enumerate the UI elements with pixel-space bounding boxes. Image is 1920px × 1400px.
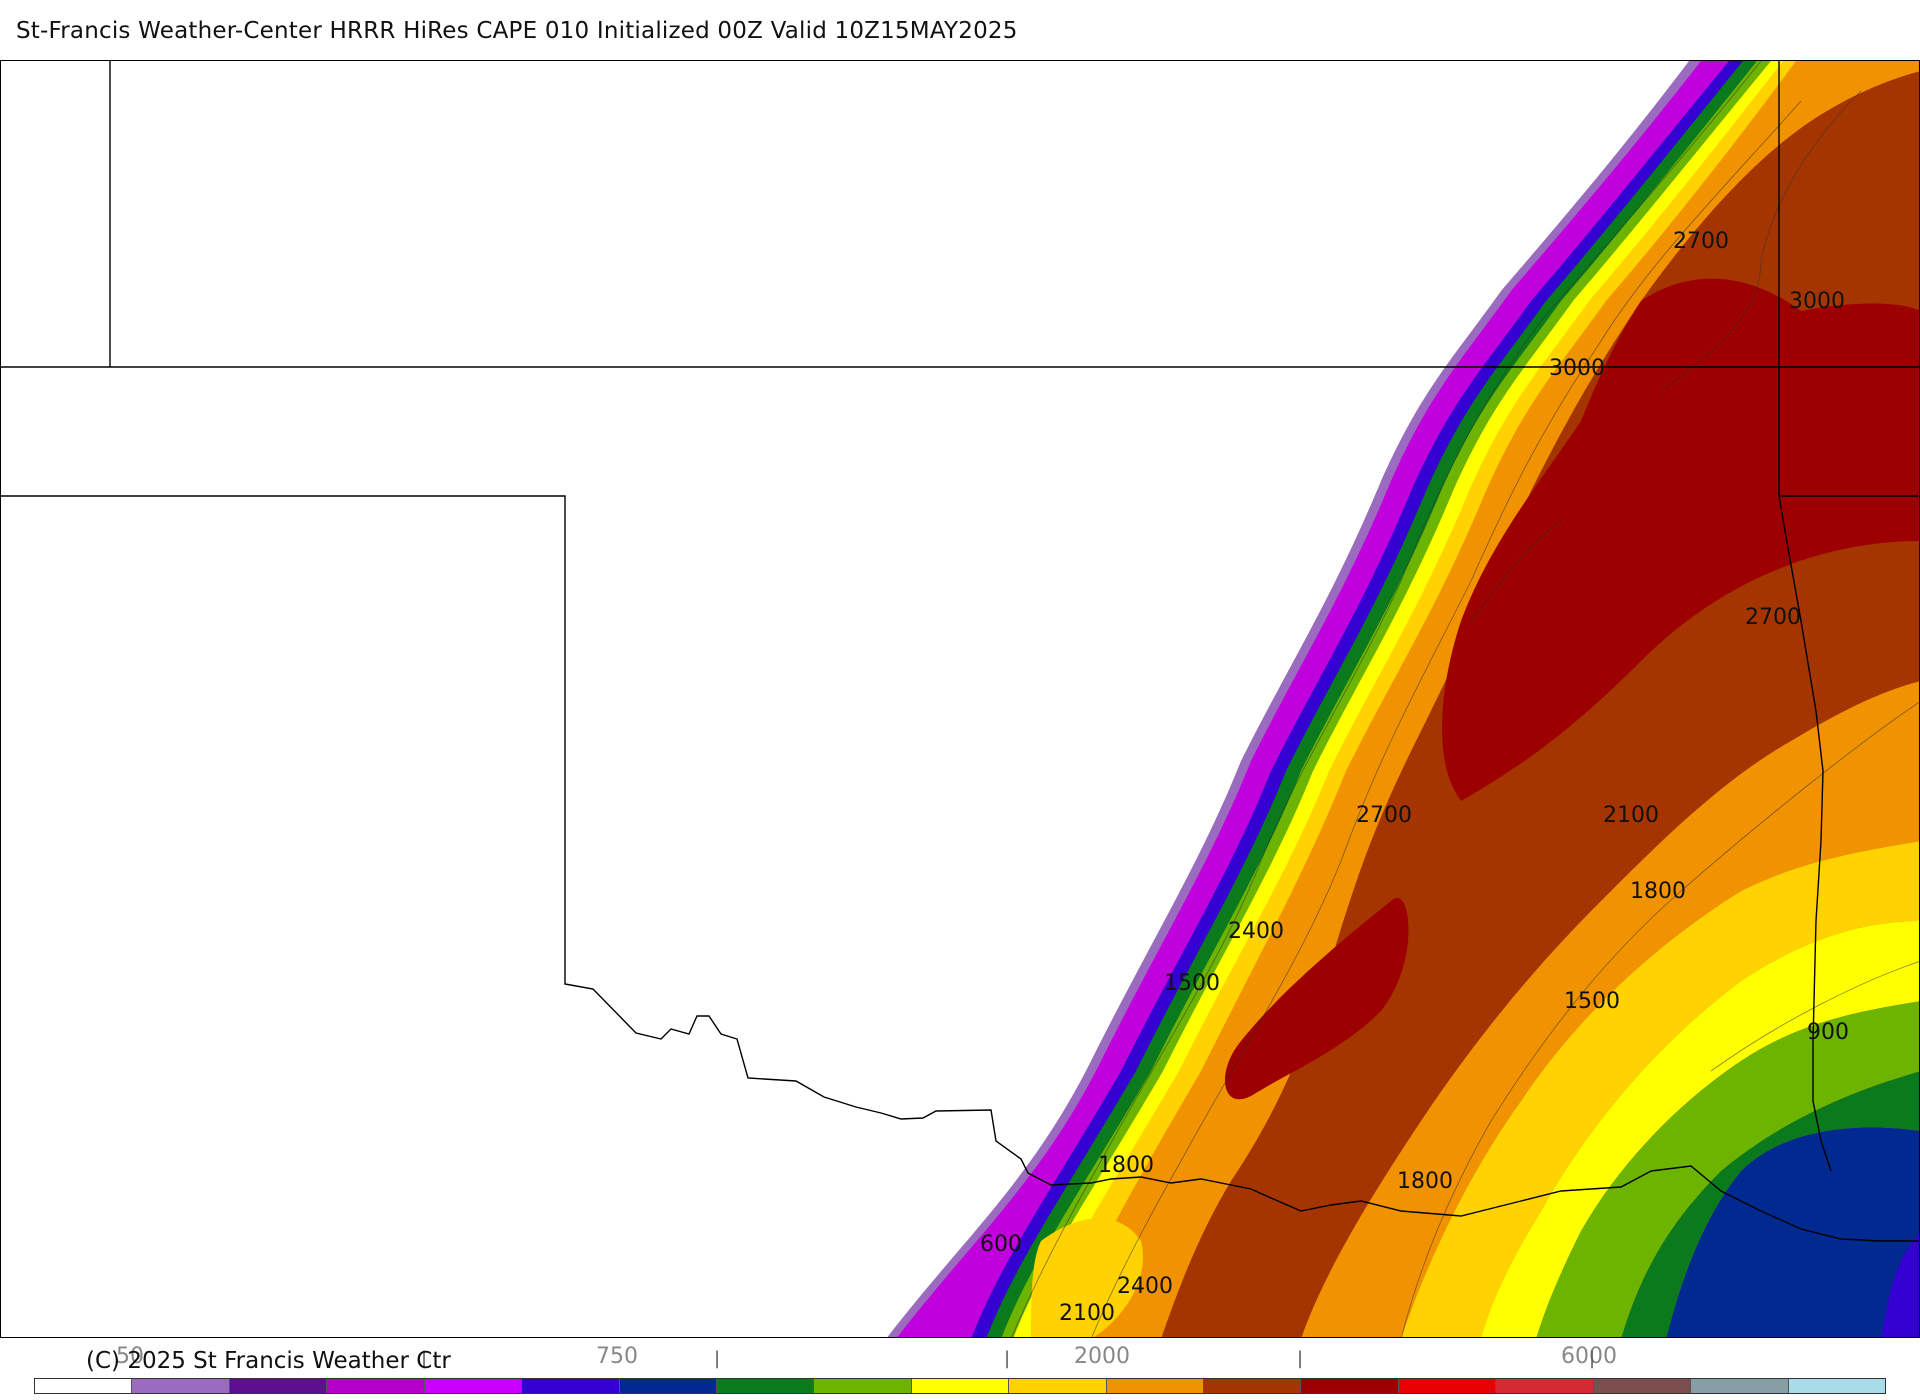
colorbar-tick-label: 50 [116, 1344, 144, 1369]
colorbar-segment [1301, 1379, 1399, 1393]
band-dark-red-north [1442, 278, 1919, 801]
colorbar-tick-label: 6000 [1561, 1344, 1617, 1369]
colorbar-segment [1496, 1379, 1594, 1393]
colorbar-segment [132, 1379, 230, 1393]
band-se-light-green [1536, 1001, 1919, 1337]
contour-label: 2400 [1228, 919, 1284, 944]
colorbar-tick-mark: | [1589, 1348, 1596, 1369]
contour-label: 1500 [1164, 971, 1220, 996]
colorbar-segments [34, 1378, 1886, 1394]
colorbar-tick-mark: | [1004, 1348, 1011, 1369]
band-se-navy [1666, 1127, 1919, 1337]
colorbar-segment [327, 1379, 425, 1393]
contour-label: 1800 [1630, 879, 1686, 904]
colorbar-segment [229, 1379, 328, 1393]
cape-contour-lines [1011, 61, 1919, 1337]
border-line-north [1, 61, 1919, 368]
colorbar-tick-mark: | [421, 1348, 428, 1369]
contour-label: 2400 [1117, 1274, 1173, 1299]
band-se-orange [1301, 681, 1919, 1337]
state-borders [1, 61, 1919, 1242]
colorbar-tick-label: 2000 [1074, 1344, 1130, 1369]
map-title: St-Francis Weather-Center HRRR HiRes CAP… [16, 18, 1018, 44]
border-panhandle [1, 495, 1919, 1242]
contour-label: 2700 [1745, 605, 1801, 630]
border-east-vertical [1778, 61, 1832, 1172]
contour-label: 1800 [1098, 1153, 1154, 1178]
band-se-blue-patch [1881, 1233, 1919, 1337]
contour-label: 2100 [1603, 803, 1659, 828]
cape-fill-bands [887, 61, 1919, 1337]
cape-map: 2700 3000 3000 2700 2700 2100 1800 2400 … [0, 60, 1920, 1338]
band-dark-red-south [1224, 897, 1409, 1100]
colorbar-segment [1788, 1379, 1886, 1393]
band-se-yellow [1481, 921, 1919, 1337]
colorbar-segment [35, 1379, 133, 1393]
colorbar-segment [424, 1379, 523, 1393]
colorbar-segment [716, 1379, 815, 1393]
colorbar-segment [814, 1379, 912, 1393]
contour-label: 1800 [1397, 1169, 1453, 1194]
band-southwest-gold-patch [1031, 1218, 1143, 1337]
copyright-text: (C) 2025 St Francis Weather Ctr [86, 1348, 451, 1374]
cape-map-canvas: 2700 3000 3000 2700 2700 2100 1800 2400 … [1, 61, 1919, 1337]
contour-label: 900 [1807, 1020, 1849, 1045]
contour-label: 2700 [1356, 803, 1412, 828]
colorbar-segment [619, 1379, 717, 1393]
colorbar-segment [1204, 1379, 1302, 1393]
colorbar-segment [1593, 1379, 1692, 1393]
colorbar-segment [911, 1379, 1010, 1393]
contour-label: 1500 [1564, 989, 1620, 1014]
colorbar-segment [522, 1379, 620, 1393]
colorbar-segment [1106, 1379, 1205, 1393]
colorbar-tick-label: 750 [596, 1344, 638, 1369]
contour-labels: 2700 3000 3000 2700 2700 2100 1800 2400 … [980, 229, 1849, 1326]
contour-label: 2100 [1059, 1301, 1115, 1326]
band-se-gold [1401, 841, 1919, 1337]
contour-label: 600 [980, 1232, 1022, 1257]
contour-label: 3000 [1789, 289, 1845, 314]
colorbar-tick-mark: | [1297, 1348, 1304, 1369]
colorbar [34, 1378, 1886, 1394]
colorbar-tick-mark: | [714, 1348, 721, 1369]
colorbar-segment [1691, 1379, 1789, 1393]
contour-label: 2700 [1673, 229, 1729, 254]
contour-label: 3000 [1549, 356, 1605, 381]
band-se-dark-green [1621, 1071, 1919, 1337]
colorbar-segment [1009, 1379, 1107, 1393]
colorbar-segment [1398, 1379, 1497, 1393]
